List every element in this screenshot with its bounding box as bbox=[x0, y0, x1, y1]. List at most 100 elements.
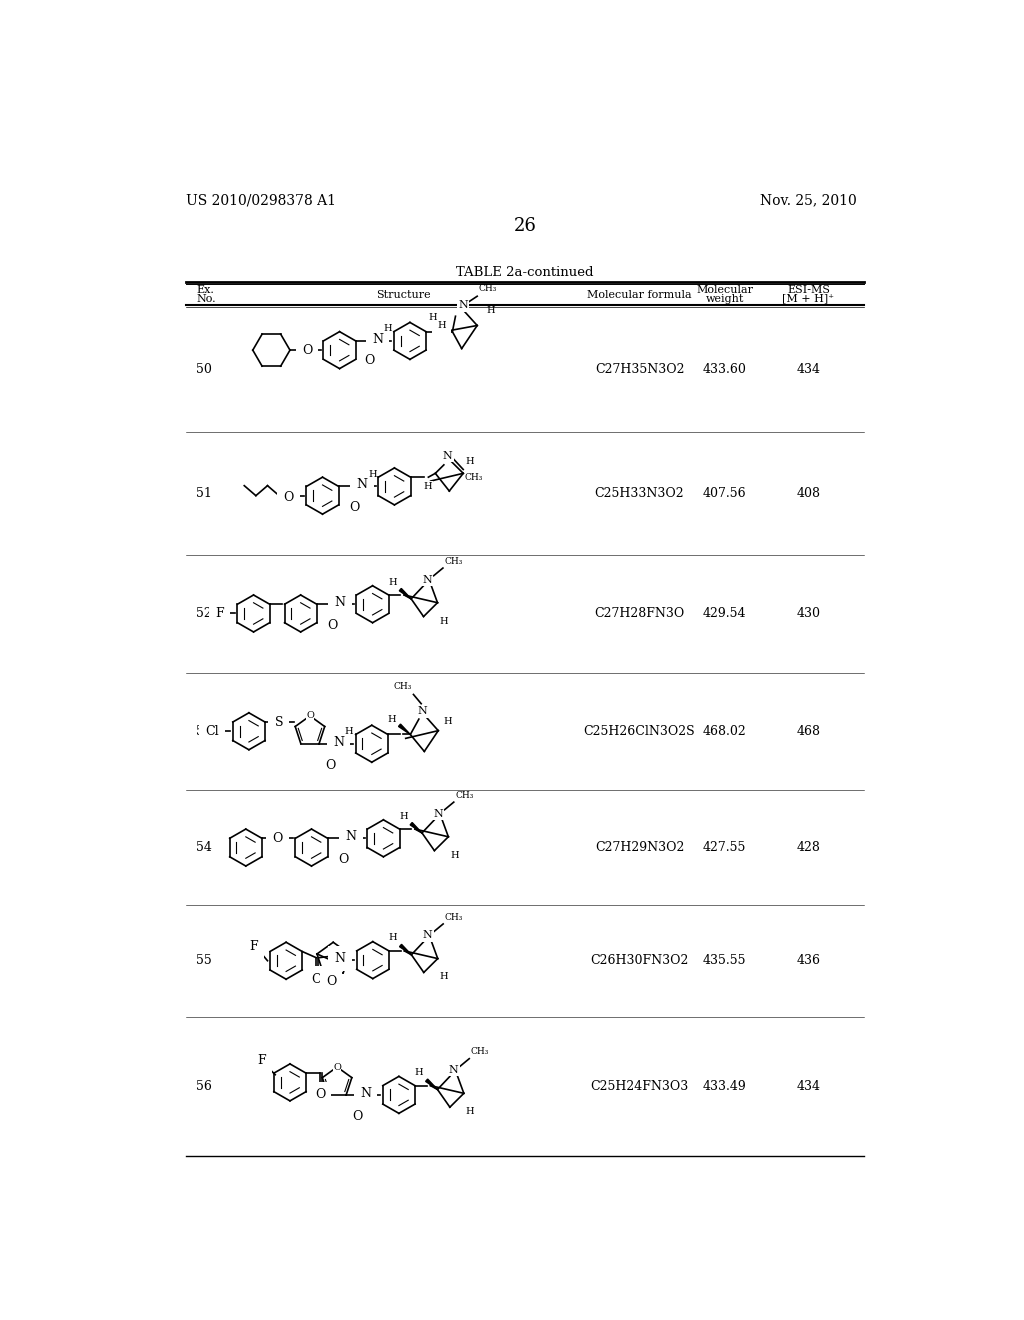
Text: 54: 54 bbox=[197, 841, 212, 854]
Text: Cl: Cl bbox=[205, 725, 218, 738]
Text: H: H bbox=[423, 482, 432, 491]
Text: C27H35N3O2: C27H35N3O2 bbox=[595, 363, 684, 376]
Text: O: O bbox=[272, 832, 283, 845]
Text: O: O bbox=[326, 759, 336, 772]
Text: N: N bbox=[423, 574, 432, 585]
Text: [M + H]⁺: [M + H]⁺ bbox=[782, 293, 835, 304]
Text: N: N bbox=[433, 809, 443, 818]
Text: H: H bbox=[466, 1107, 474, 1117]
Text: F: F bbox=[215, 607, 224, 620]
Text: N: N bbox=[345, 830, 356, 843]
Text: H: H bbox=[415, 1068, 424, 1077]
Text: C27H28FN3O: C27H28FN3O bbox=[594, 607, 685, 620]
Text: Molecular: Molecular bbox=[696, 285, 754, 296]
Text: 407.56: 407.56 bbox=[702, 487, 746, 500]
Text: 434: 434 bbox=[797, 363, 820, 376]
Text: C25H26ClN3O2S: C25H26ClN3O2S bbox=[584, 725, 695, 738]
Text: TABLE 2a-continued: TABLE 2a-continued bbox=[456, 265, 594, 279]
Text: 435.55: 435.55 bbox=[703, 954, 746, 968]
Text: 51: 51 bbox=[197, 487, 212, 500]
Text: CH₃: CH₃ bbox=[393, 682, 412, 692]
Text: H: H bbox=[389, 933, 397, 942]
Text: Molecular formula: Molecular formula bbox=[587, 289, 692, 300]
Text: N: N bbox=[333, 735, 344, 748]
Text: H: H bbox=[388, 578, 397, 586]
Text: O: O bbox=[365, 354, 375, 367]
Text: 433.60: 433.60 bbox=[702, 363, 746, 376]
Text: H: H bbox=[486, 306, 496, 314]
Polygon shape bbox=[399, 944, 412, 954]
Text: 55: 55 bbox=[197, 954, 212, 968]
Text: O: O bbox=[352, 1110, 362, 1123]
Text: 436: 436 bbox=[797, 954, 820, 968]
Text: H: H bbox=[451, 850, 459, 859]
Text: C25H24FN3O3: C25H24FN3O3 bbox=[591, 1080, 688, 1093]
Text: O: O bbox=[314, 1088, 326, 1101]
Text: CH₃: CH₃ bbox=[444, 557, 463, 566]
Text: No.: No. bbox=[197, 293, 216, 304]
Text: 53: 53 bbox=[197, 725, 212, 738]
Text: 430: 430 bbox=[797, 607, 820, 620]
Text: weight: weight bbox=[706, 293, 744, 304]
Text: CH₃: CH₃ bbox=[456, 791, 474, 800]
Text: O: O bbox=[327, 619, 338, 632]
Polygon shape bbox=[399, 589, 412, 599]
Text: H: H bbox=[388, 714, 396, 723]
Text: Nov. 25, 2010: Nov. 25, 2010 bbox=[760, 194, 856, 207]
Polygon shape bbox=[411, 822, 422, 833]
Text: 52: 52 bbox=[197, 607, 212, 620]
Text: N: N bbox=[459, 301, 468, 310]
Text: CH₃: CH₃ bbox=[479, 284, 497, 293]
Text: N: N bbox=[372, 333, 383, 346]
Text: N: N bbox=[360, 1086, 371, 1100]
Text: O: O bbox=[349, 502, 359, 515]
Text: Structure: Structure bbox=[376, 289, 430, 300]
Text: 26: 26 bbox=[513, 218, 537, 235]
Text: C26H30FN3O2: C26H30FN3O2 bbox=[590, 954, 689, 968]
Polygon shape bbox=[426, 1078, 437, 1089]
Text: S: S bbox=[274, 715, 284, 729]
Text: N: N bbox=[449, 1065, 459, 1076]
Text: O: O bbox=[306, 711, 314, 721]
Text: O: O bbox=[284, 491, 294, 504]
Text: CH₃: CH₃ bbox=[444, 912, 463, 921]
Text: 428: 428 bbox=[797, 841, 820, 854]
Text: US 2010/0298378 A1: US 2010/0298378 A1 bbox=[186, 194, 336, 207]
Text: N: N bbox=[442, 450, 453, 461]
Text: 468.02: 468.02 bbox=[702, 725, 746, 738]
Text: N: N bbox=[418, 706, 428, 717]
Text: Ex.: Ex. bbox=[197, 285, 214, 296]
Text: CH₃: CH₃ bbox=[471, 1047, 489, 1056]
Text: H: H bbox=[345, 727, 353, 737]
Text: N: N bbox=[423, 931, 432, 940]
Text: 56: 56 bbox=[197, 1080, 212, 1093]
Text: N: N bbox=[335, 597, 345, 610]
Text: ESI-MS: ESI-MS bbox=[787, 285, 829, 296]
Text: O: O bbox=[333, 1063, 341, 1072]
Text: N: N bbox=[356, 478, 368, 491]
Text: H: H bbox=[384, 325, 392, 333]
Text: F: F bbox=[249, 940, 258, 953]
Text: 408: 408 bbox=[797, 487, 820, 500]
Text: N: N bbox=[335, 952, 346, 965]
Text: O: O bbox=[302, 343, 312, 356]
Text: CH₃: CH₃ bbox=[465, 473, 483, 482]
Text: O: O bbox=[338, 853, 348, 866]
Polygon shape bbox=[439, 322, 451, 331]
Text: 433.49: 433.49 bbox=[702, 1080, 746, 1093]
Text: 468: 468 bbox=[797, 725, 820, 738]
Text: H: H bbox=[437, 321, 445, 330]
Text: H: H bbox=[465, 457, 474, 466]
Text: 50: 50 bbox=[197, 363, 212, 376]
Text: H: H bbox=[443, 717, 452, 726]
Text: H: H bbox=[439, 616, 449, 626]
Text: F: F bbox=[257, 1055, 265, 1068]
Text: C27H29N3O2: C27H29N3O2 bbox=[595, 841, 684, 854]
Text: O: O bbox=[326, 975, 336, 989]
Text: H: H bbox=[428, 313, 437, 322]
Polygon shape bbox=[398, 725, 411, 734]
Text: C25H33N3O2: C25H33N3O2 bbox=[595, 487, 684, 500]
Text: O: O bbox=[311, 973, 322, 986]
Text: 434: 434 bbox=[797, 1080, 820, 1093]
Text: 429.54: 429.54 bbox=[703, 607, 746, 620]
